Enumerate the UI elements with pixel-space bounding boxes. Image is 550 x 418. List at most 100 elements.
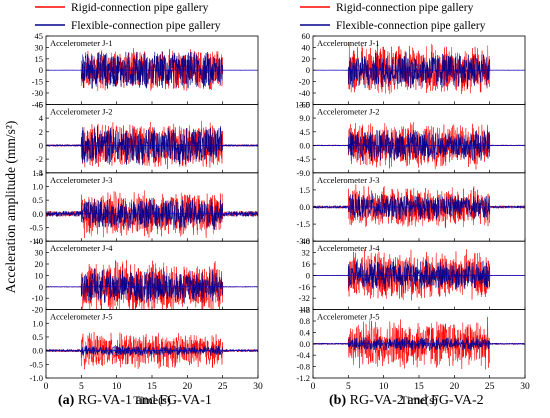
rigid-series xyxy=(46,331,258,370)
panel-label: Accelerometer J-2 xyxy=(317,106,380,116)
y-tick-label: 0.4 xyxy=(299,327,310,337)
caption: (b) RG-VA-2 and FG-VA-2 xyxy=(329,393,484,408)
panel-j5: -1.0 -0.5 0.0 0.5 1.0 Accelerometer J-5 xyxy=(30,309,259,383)
rigid-series xyxy=(313,43,525,94)
y-tick-label: -40 xyxy=(299,88,310,98)
panel-label: Accelerometer J-1 xyxy=(50,38,113,48)
x-tick-label: 10 xyxy=(379,382,389,392)
y-tick-label: -1.0 xyxy=(30,236,43,246)
y-tick-label: 6 xyxy=(39,99,43,109)
panel-j3: -3.0 -1.5 0.0 1.5 Accelerometer J-3 xyxy=(297,172,526,246)
y-tick-label: 4 xyxy=(39,113,44,123)
y-tick-label: -0.4 xyxy=(297,350,311,360)
y-tick-label: 45 xyxy=(35,31,44,41)
y-tick-label: 40 xyxy=(302,42,311,52)
y-tick-label: 30 xyxy=(35,248,44,258)
y-tick-label: 0 xyxy=(39,65,43,75)
flexible-series xyxy=(313,259,525,290)
y-tick-label: -4.5 xyxy=(297,154,310,164)
chart-a: Rigid-connection pipe gallery Flexible-co… xyxy=(3,2,263,408)
x-tick-label: 20 xyxy=(450,382,460,392)
flexible-series xyxy=(46,345,258,356)
y-tick-label: 0 xyxy=(39,140,43,150)
y-tick-label: -9.0 xyxy=(297,168,310,178)
y-tick-label: -16 xyxy=(299,282,310,292)
flexible-series xyxy=(46,51,258,89)
y-tick-label: -1.5 xyxy=(297,219,310,229)
rigid-series xyxy=(46,48,258,91)
panel-label: Accelerometer J-5 xyxy=(50,312,113,322)
panel-label: Accelerometer J-4 xyxy=(317,243,380,253)
y-tick-label: 48 xyxy=(302,236,311,246)
y-tick-label: 0 xyxy=(306,270,310,280)
x-tick-label: 15 xyxy=(414,382,424,392)
x-tick-label: 5 xyxy=(346,382,351,392)
panel-j2: -4 -2 0 2 4 6 Accelerometer J-2 xyxy=(36,99,259,178)
caption-prefix: (a) xyxy=(58,393,75,408)
y-tick-label: 0 xyxy=(39,282,43,292)
legend-label: Rigid-connection pipe gallery xyxy=(71,2,209,14)
x-tick-label: 25 xyxy=(485,382,495,392)
y-tick-label: 20 xyxy=(302,54,311,64)
panel-label: Accelerometer J-5 xyxy=(317,312,380,322)
y-tick-label: 10 xyxy=(35,270,44,280)
x-axis-label: Time(s) xyxy=(133,393,171,407)
x-axis-label: Time(s) xyxy=(400,393,438,407)
rigid-series xyxy=(46,190,258,239)
y-tick-label: 30 xyxy=(35,42,44,52)
y-tick-label: 1.2 xyxy=(299,305,310,315)
x-tick-label: 15 xyxy=(147,382,157,392)
y-tick-label: -4 xyxy=(36,168,44,178)
x-tick-label: 20 xyxy=(183,382,193,392)
y-tick-label: -30 xyxy=(32,88,43,98)
x-tick-label: 0 xyxy=(311,382,316,392)
flexible-series xyxy=(313,336,525,351)
panel-j3: -1.0 -0.5 0.0 0.5 1.0 1.5 Accelerometer J-3 xyxy=(30,168,259,246)
y-tick-label: 60 xyxy=(302,31,311,41)
y-tick-label: -32 xyxy=(299,293,310,303)
y-tick-label: 0 xyxy=(306,65,310,75)
y-tick-label: 2 xyxy=(39,127,43,137)
rigid-series xyxy=(46,260,258,310)
y-tick-label: -2 xyxy=(36,154,43,164)
y-axis-label: Acceleration amplitude (mm/s²) xyxy=(3,121,18,294)
y-tick-label: -0.5 xyxy=(30,359,43,369)
legend-label: Flexible-connection pipe gallery xyxy=(336,20,486,32)
x-tick-label: 25 xyxy=(218,382,228,392)
y-tick-label: -20 xyxy=(299,77,310,87)
panel-j5: -1.2-0.8 -0.40.0 0.40.81.2 Accelerometer J-… xyxy=(297,305,526,383)
y-tick-label: 0.0 xyxy=(299,140,310,150)
y-tick-label: 4.5 xyxy=(299,127,310,137)
caption-prefix: (b) xyxy=(329,393,346,408)
y-tick-label: -48 xyxy=(299,305,310,315)
panel-label: Accelerometer J-1 xyxy=(317,38,380,48)
flexible-series xyxy=(46,268,258,304)
y-tick-label: -1.0 xyxy=(30,373,43,383)
y-tick-label: 40 xyxy=(35,236,44,246)
y-tick-label: 0.0 xyxy=(299,202,310,212)
legend-label: Rigid-connection pipe gallery xyxy=(336,2,474,14)
legend-label: Flexible-connection pipe gallery xyxy=(71,20,221,32)
flexible-series xyxy=(313,129,525,162)
y-tick-label: -15 xyxy=(32,77,43,87)
flexible-series xyxy=(313,52,525,89)
y-tick-label: 0.0 xyxy=(32,346,43,356)
y-tick-label: 0.5 xyxy=(32,195,43,205)
caption-text: RG-VA-2 and FG-VA-2 xyxy=(346,393,484,408)
y-tick-label: 32 xyxy=(302,248,311,258)
y-tick-label: 0.0 xyxy=(299,339,310,349)
rigid-series xyxy=(313,184,525,229)
y-tick-label: 16 xyxy=(302,259,311,269)
y-tick-label: -45 xyxy=(32,99,43,109)
rigid-series xyxy=(313,316,525,370)
panel-label: Accelerometer J-3 xyxy=(317,175,380,185)
y-tick-label: -0.8 xyxy=(297,362,310,372)
x-tick-label: 0 xyxy=(44,382,49,392)
y-tick-label: 1.0 xyxy=(32,318,43,328)
y-tick-label: -3.0 xyxy=(297,236,310,246)
x-tick-label: 5 xyxy=(79,382,84,392)
